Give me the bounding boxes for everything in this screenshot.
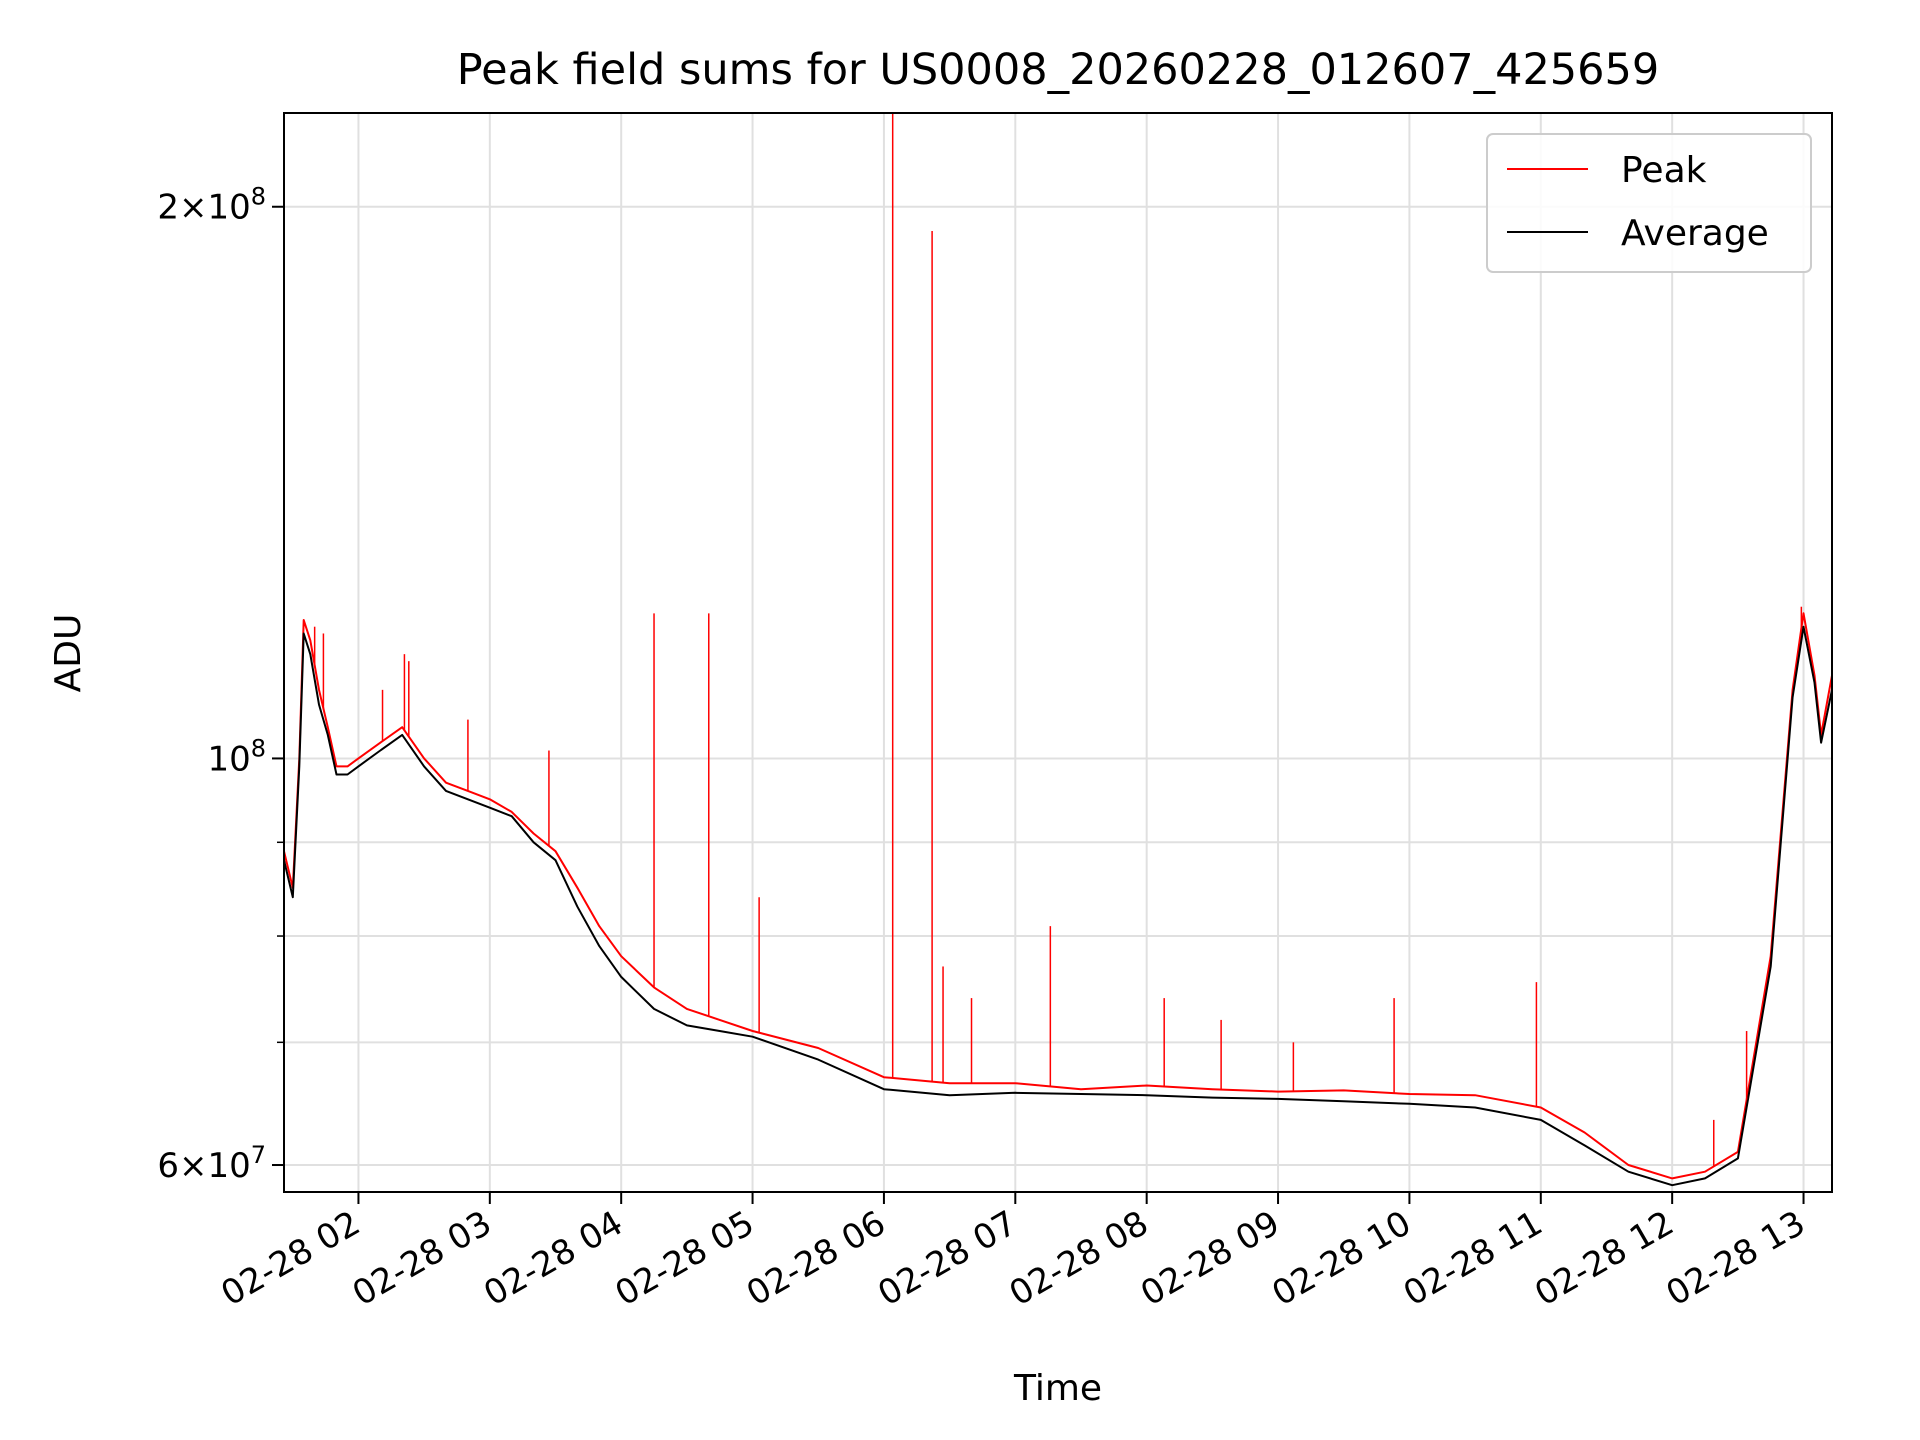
y-tick-label: 2×108	[157, 183, 266, 228]
legend: Peak Average	[1486, 133, 1812, 273]
plot-frame	[283, 112, 1833, 1193]
plot-area	[284, 113, 1832, 1187]
series-line-average	[284, 625, 1832, 1187]
y-tick-label: 108	[207, 734, 266, 779]
legend-label-peak: Peak	[1621, 150, 1707, 191]
x-axis-label: Time	[1013, 1368, 1102, 1409]
series-line-peak	[284, 612, 1832, 1180]
chart-title: Peak field sums for US0008_20260228_0126…	[457, 45, 1660, 95]
legend-label-average: Average	[1621, 213, 1769, 254]
grid	[284, 113, 1832, 1192]
y-tick-label: 6×107	[157, 1141, 266, 1186]
y-axis-label: ADU	[48, 614, 89, 693]
